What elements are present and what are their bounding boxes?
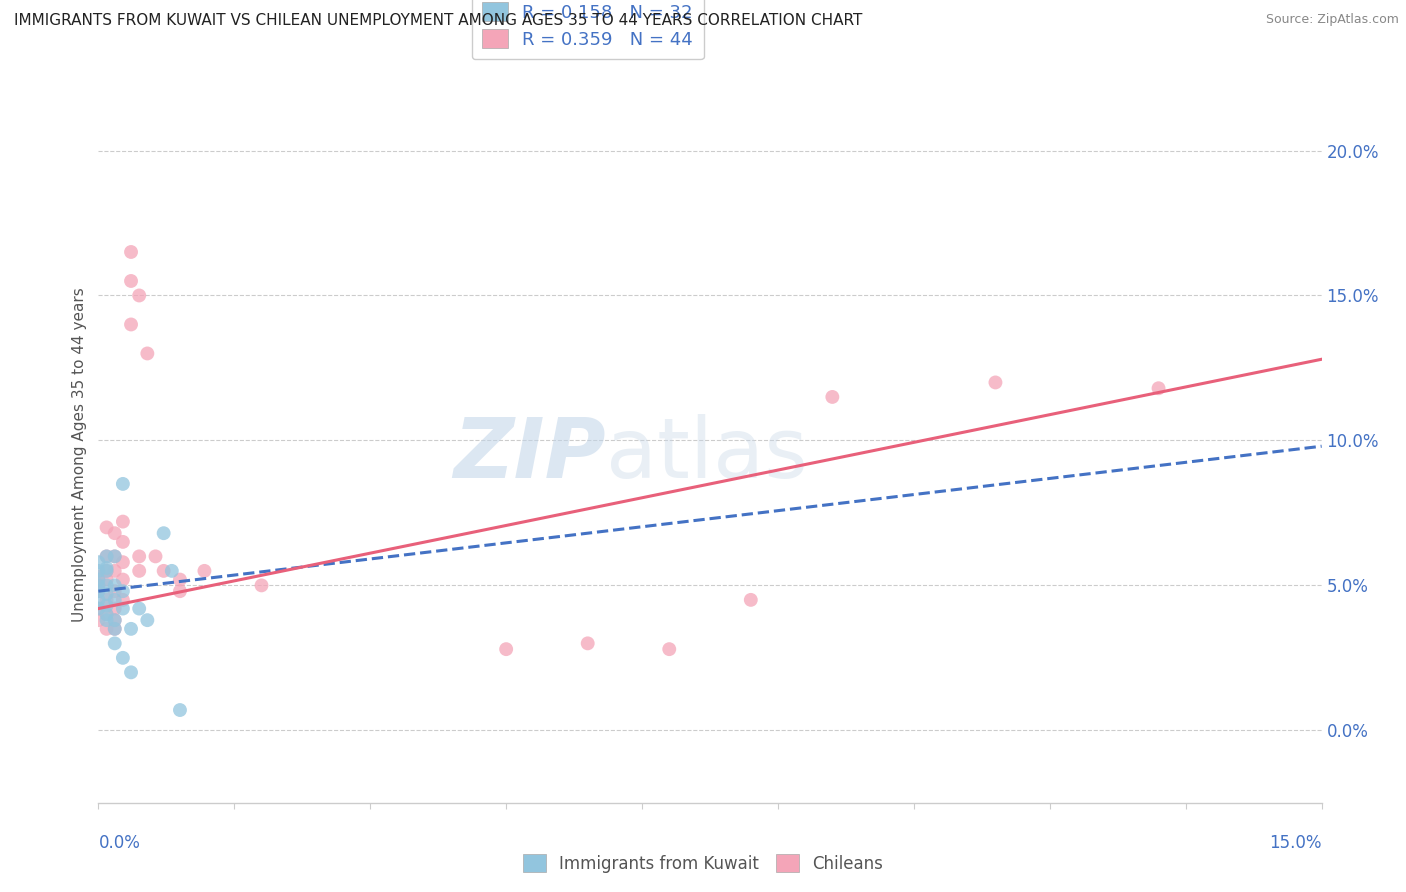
Point (96, 613, 118, 627)
Point (96, 561, 118, 575)
Point (104, 636, 127, 650)
Point (120, 318, 142, 332)
Point (193, 564, 215, 578)
Point (111, 592, 134, 607)
Point (984, 376, 1007, 390)
Point (87, 613, 110, 627)
Point (96, 587, 118, 601)
Text: 15.0%: 15.0% (1270, 834, 1322, 852)
Text: atlas: atlas (606, 415, 808, 495)
Point (104, 578, 127, 592)
Point (87, 584, 110, 599)
Point (87, 578, 110, 592)
Legend: Immigrants from Kuwait, Chileans: Immigrants from Kuwait, Chileans (516, 847, 890, 880)
Point (120, 622, 142, 636)
Point (111, 651, 134, 665)
Point (96, 592, 118, 607)
Point (120, 274, 142, 288)
Point (160, 564, 183, 578)
Point (104, 549, 127, 564)
Point (740, 592, 762, 607)
Point (120, 244, 142, 259)
Point (111, 555, 134, 569)
Point (111, 573, 134, 587)
Text: 0.0%: 0.0% (98, 834, 141, 852)
Point (128, 549, 150, 564)
Point (96, 564, 118, 578)
Point (169, 584, 191, 599)
Y-axis label: Unemployment Among Ages 35 to 44 years: Unemployment Among Ages 35 to 44 years (72, 287, 87, 623)
Point (87, 601, 110, 615)
Point (96, 622, 118, 636)
Point (96, 549, 118, 564)
Point (96, 573, 118, 587)
Point (495, 642, 517, 657)
Point (104, 622, 127, 636)
Point (128, 564, 150, 578)
Point (821, 390, 844, 404)
Point (120, 665, 142, 680)
Point (104, 592, 127, 607)
Point (104, 613, 127, 627)
Point (96, 607, 118, 622)
Point (87, 573, 110, 587)
Point (87, 601, 110, 615)
Point (104, 601, 127, 615)
Point (96, 564, 118, 578)
Text: ZIP: ZIP (453, 415, 606, 495)
Point (96, 599, 118, 613)
Point (87, 555, 110, 569)
Text: IMMIGRANTS FROM KUWAIT VS CHILEAN UNEMPLOYMENT AMONG AGES 35 TO 44 YEARS CORRELA: IMMIGRANTS FROM KUWAIT VS CHILEAN UNEMPL… (14, 13, 862, 29)
Point (96, 607, 118, 622)
Point (104, 584, 127, 599)
Point (250, 578, 273, 592)
Point (96, 549, 118, 564)
Point (96, 520, 118, 534)
Point (136, 346, 159, 360)
Point (104, 549, 127, 564)
Point (87, 584, 110, 599)
Point (96, 578, 118, 592)
Point (104, 613, 127, 627)
Point (111, 534, 134, 549)
Point (111, 476, 134, 491)
Point (111, 584, 134, 599)
Point (152, 564, 174, 578)
Point (169, 703, 191, 717)
Point (87, 564, 110, 578)
Point (1147, 381, 1170, 395)
Point (104, 526, 127, 541)
Point (169, 573, 191, 587)
Point (576, 636, 599, 650)
Point (111, 515, 134, 529)
Point (87, 570, 110, 584)
Legend: R = 0.158   N = 32, R = 0.359   N = 44: R = 0.158 N = 32, R = 0.359 N = 44 (471, 0, 704, 60)
Point (104, 564, 127, 578)
Point (87, 578, 110, 592)
Point (128, 288, 150, 302)
Point (152, 526, 174, 541)
Point (136, 613, 159, 627)
Point (104, 622, 127, 636)
Point (658, 642, 681, 657)
Point (111, 601, 134, 615)
Point (145, 549, 167, 564)
Point (128, 601, 150, 615)
Text: Source: ZipAtlas.com: Source: ZipAtlas.com (1265, 13, 1399, 27)
Point (87, 592, 110, 607)
